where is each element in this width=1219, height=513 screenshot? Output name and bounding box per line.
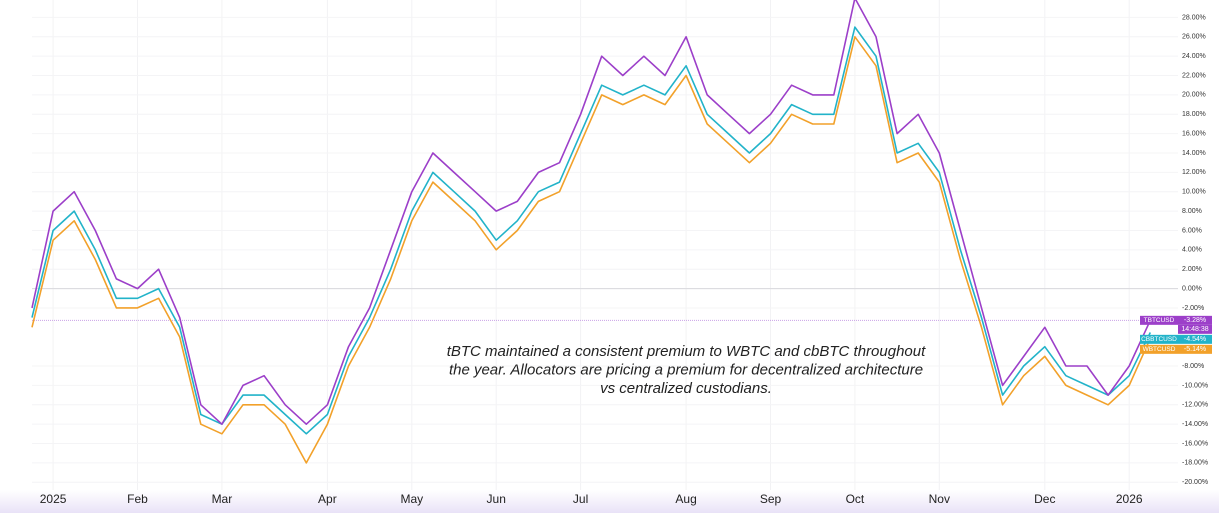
y-tick-label: 12.00% [1182,169,1206,176]
x-tick-label: Mar [212,492,233,506]
countdown: 14:48:38 [1181,326,1208,333]
x-tick-label: Nov [929,492,950,506]
x-tick-label: May [400,492,423,506]
y-tick-label: -10.00% [1182,382,1208,389]
last-value: -3.28% [1184,317,1206,324]
y-tick-label: -14.00% [1182,421,1208,428]
y-tick-label: 10.00% [1182,189,1206,196]
tag-name-box [1140,334,1178,344]
x-tick-label: 2025 [40,492,67,506]
y-tick-label: 6.00% [1182,227,1202,234]
y-tick-label: -20.00% [1182,479,1208,486]
last-value-tag: CBBTCUSD -4.54% [1140,334,1212,344]
y-tick-label: 0.00% [1182,285,1202,292]
y-tick-label: 26.00% [1182,34,1206,41]
x-tick-label: Feb [127,492,148,506]
y-tick-label: -2.00% [1182,305,1204,312]
x-tick-label: Aug [675,492,696,506]
y-tick-label: 18.00% [1182,111,1206,118]
y-tick-label: 16.00% [1182,130,1206,137]
series-name: WBTCUSD [1143,346,1176,353]
tag-value-box [1178,344,1212,354]
y-tick-label: 8.00% [1182,208,1202,215]
y-tick-label: 4.00% [1182,247,1202,254]
y-tick-label: 22.00% [1182,72,1206,79]
x-tick-label: 2026 [1116,492,1143,506]
series-name: TBTCUSD [1144,317,1175,324]
x-tick-label: Jul [573,492,588,506]
y-tick-label: -12.00% [1182,402,1208,409]
x-tick-label: Apr [318,492,337,506]
y-tick-label: 2.00% [1182,266,1202,273]
x-tick-label: Jun [487,492,506,506]
series-line [31,0,1152,425]
y-tick-label: -16.00% [1182,440,1208,447]
y-tick-label: 20.00% [1182,92,1206,99]
countdown-box [1178,324,1212,334]
y-tick-label: 24.00% [1182,53,1206,60]
last-value: -5.14% [1184,346,1206,353]
last-value-tag: WBTCUSD -5.14% [1140,344,1212,354]
annotation-line: the year. Allocators are pricing a premi… [449,361,923,378]
y-tick-label: -18.00% [1182,460,1208,467]
x-tick-label: Sep [760,492,782,506]
last-value: -4.54% [1184,336,1206,343]
y-tick-label: 14.00% [1182,150,1206,157]
annotation-line: tBTC maintained a consistent premium to … [447,343,926,360]
annotation: tBTC maintained a consistent premium to … [447,343,926,397]
tag-value-box [1178,334,1212,344]
series-line [31,26,1152,435]
series-name: CBBTCUSD [1141,336,1177,343]
tag-value-box [1178,315,1212,325]
y-tick-label: 28.00% [1182,14,1206,21]
annotation-line: vs centralized custodians. [600,380,772,397]
y-tick-label: -8.00% [1182,363,1204,370]
x-tick-label: Oct [846,492,865,506]
x-tick-label: Dec [1034,492,1055,506]
series-line [31,36,1152,464]
tag-name-box [1140,344,1178,354]
last-value-tag: TBTCUSD -3.28% 14:48:38 [1140,315,1212,334]
tag-name-box [1140,315,1178,325]
footer-band [0,490,1219,513]
